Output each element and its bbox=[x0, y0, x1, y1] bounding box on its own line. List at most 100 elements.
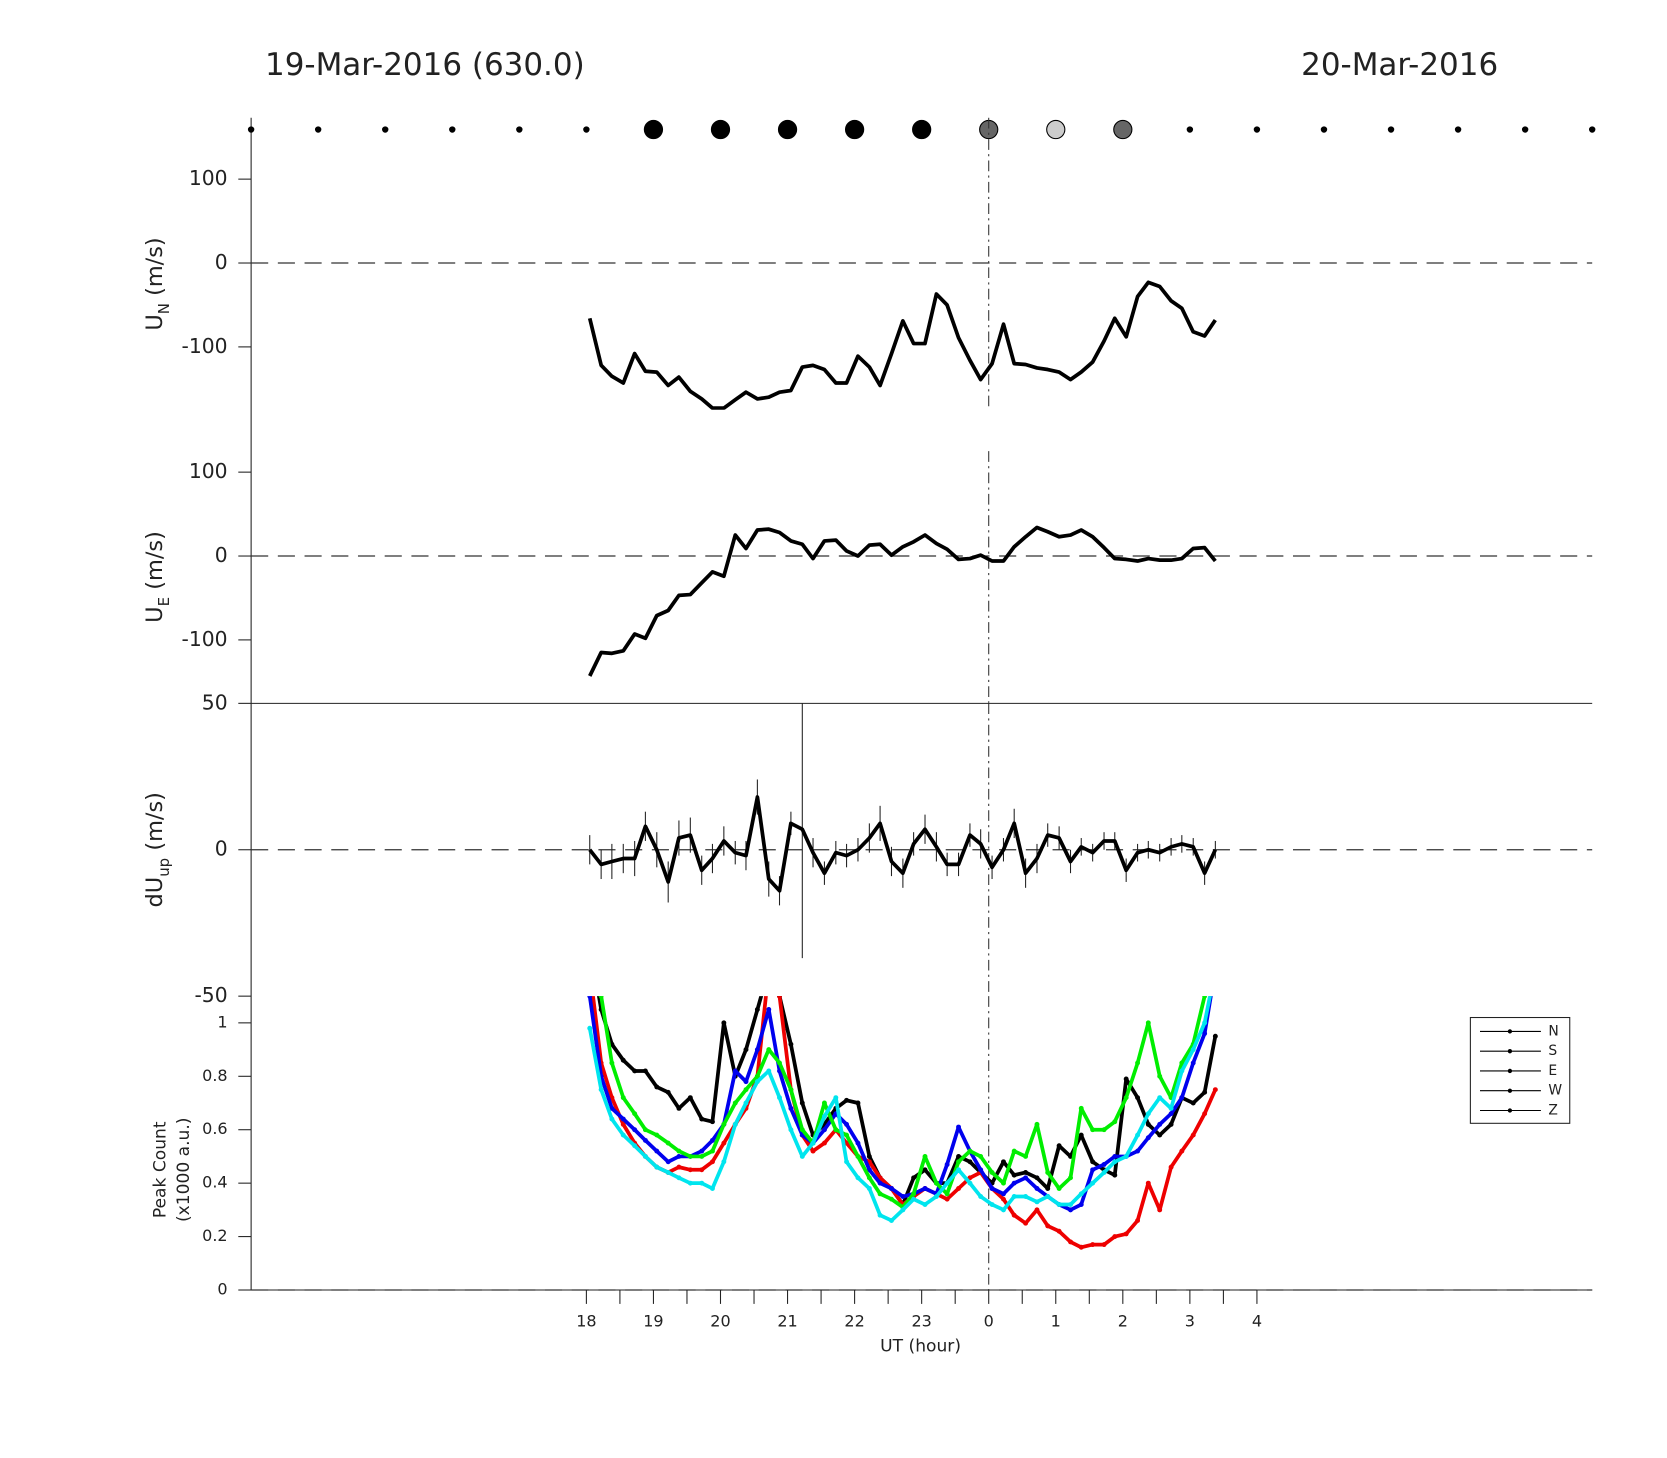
point bbox=[1101, 1127, 1107, 1133]
point bbox=[1123, 1076, 1129, 1082]
legend-marker bbox=[1507, 1029, 1513, 1034]
point bbox=[699, 1167, 705, 1173]
plot-area bbox=[587, 996, 1218, 1250]
point bbox=[1168, 1105, 1174, 1111]
point bbox=[799, 1153, 805, 1159]
point bbox=[1023, 1170, 1029, 1175]
point bbox=[855, 1140, 861, 1146]
series-line bbox=[588, 795, 1218, 893]
point bbox=[1001, 1180, 1006, 1186]
cloud-marker bbox=[912, 119, 932, 140]
point bbox=[766, 1007, 772, 1012]
cloud-marker bbox=[643, 119, 664, 140]
point bbox=[889, 1218, 894, 1224]
y-label: UE (m/s) bbox=[141, 531, 172, 623]
point bbox=[1078, 1202, 1084, 1207]
point bbox=[665, 1140, 671, 1146]
point bbox=[620, 1116, 626, 1122]
point bbox=[944, 1161, 950, 1167]
cloud-marker bbox=[516, 126, 523, 133]
point bbox=[665, 1170, 671, 1175]
point bbox=[620, 1057, 626, 1063]
point bbox=[1045, 1186, 1051, 1191]
point bbox=[1135, 1132, 1141, 1138]
point bbox=[866, 1186, 872, 1191]
point bbox=[1179, 1068, 1185, 1074]
point bbox=[1123, 1231, 1129, 1237]
point bbox=[922, 1202, 928, 1207]
point bbox=[821, 1127, 827, 1133]
point bbox=[911, 1175, 917, 1181]
x-tick-label: 20 bbox=[710, 1312, 730, 1331]
point bbox=[587, 1025, 593, 1031]
point bbox=[587, 996, 593, 999]
point bbox=[699, 1153, 705, 1159]
point bbox=[676, 1148, 682, 1154]
point bbox=[967, 1180, 973, 1186]
point bbox=[788, 1041, 794, 1047]
cloud-marker bbox=[1113, 119, 1133, 140]
point bbox=[721, 1121, 727, 1127]
x-tick-label: 2 bbox=[1118, 1312, 1128, 1331]
point bbox=[743, 1087, 749, 1093]
cloud-marker bbox=[449, 126, 456, 133]
point bbox=[676, 1164, 682, 1170]
point bbox=[1190, 1100, 1196, 1106]
point bbox=[978, 1194, 984, 1199]
point bbox=[956, 1167, 961, 1173]
point bbox=[844, 1121, 850, 1127]
y-label-suffix: (m/s) bbox=[141, 792, 167, 858]
cloud-marker bbox=[1454, 126, 1462, 133]
y-tick-label: 0.4 bbox=[202, 1173, 227, 1192]
plot-area bbox=[588, 703, 1218, 959]
y-label-suffix: (m/s) bbox=[141, 531, 167, 597]
point bbox=[687, 1167, 693, 1173]
point bbox=[821, 1100, 827, 1106]
point bbox=[709, 1119, 715, 1125]
point bbox=[632, 1111, 638, 1117]
point bbox=[855, 1100, 861, 1106]
point bbox=[1034, 1207, 1040, 1213]
point bbox=[788, 1105, 794, 1111]
point bbox=[699, 1180, 705, 1186]
cloud-marker bbox=[777, 119, 798, 140]
point bbox=[777, 1095, 782, 1101]
x-tick-label: 3 bbox=[1185, 1312, 1195, 1331]
point bbox=[1123, 1153, 1129, 1159]
point bbox=[1023, 1220, 1029, 1226]
point bbox=[721, 1159, 727, 1165]
point bbox=[732, 1100, 738, 1106]
point bbox=[642, 1127, 648, 1133]
point bbox=[922, 1153, 928, 1159]
cloud-marker bbox=[1320, 126, 1328, 133]
point bbox=[754, 1047, 760, 1053]
point bbox=[956, 1124, 961, 1130]
point bbox=[1190, 1047, 1196, 1053]
point bbox=[1034, 1199, 1040, 1205]
point bbox=[1034, 1121, 1040, 1127]
point bbox=[1056, 1228, 1062, 1234]
point bbox=[1078, 1244, 1084, 1250]
point bbox=[1212, 1033, 1218, 1039]
point bbox=[777, 1060, 782, 1066]
point bbox=[743, 1047, 749, 1053]
point bbox=[821, 1140, 827, 1146]
x-tick-label: 18 bbox=[576, 1312, 596, 1331]
series-line bbox=[588, 525, 1217, 677]
cloud-marker bbox=[314, 126, 322, 133]
point bbox=[665, 1159, 671, 1165]
point bbox=[844, 1097, 850, 1103]
point bbox=[699, 1116, 705, 1122]
point bbox=[956, 1159, 961, 1165]
y-tick-label: -100 bbox=[182, 627, 228, 651]
point bbox=[1045, 1170, 1051, 1175]
point bbox=[654, 1148, 660, 1154]
point bbox=[676, 1175, 682, 1181]
y-tick-label: -100 bbox=[182, 334, 228, 358]
y-tick-label: 50 bbox=[202, 690, 228, 714]
legend-label: S bbox=[1548, 1043, 1557, 1059]
point bbox=[598, 1087, 604, 1093]
y-tick-label: -50 bbox=[194, 983, 227, 1007]
point bbox=[642, 1068, 648, 1074]
point bbox=[877, 1212, 883, 1218]
